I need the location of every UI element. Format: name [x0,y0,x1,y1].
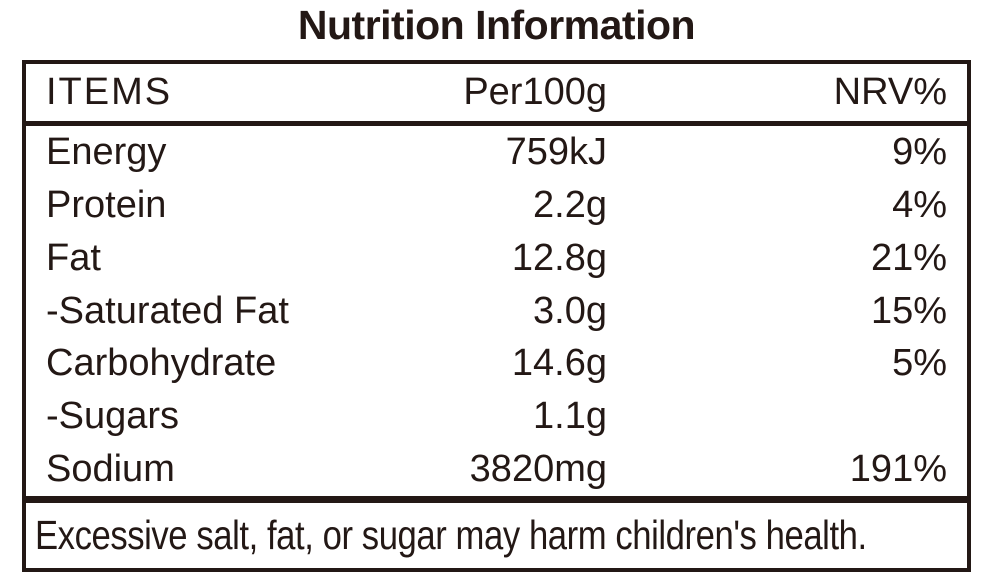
per100g-cell: 1.1g [533,395,607,438]
table-row-energy: Energy 759kJ 9% [26,126,967,179]
item-cell: Protein [46,183,167,226]
table-row-sodium: Sodium 3820mg 191% [26,443,967,496]
footer-warning-text: Excessive salt, fat, or sugar may harm c… [35,512,867,558]
table-body: Energy 759kJ 9% Protein 2.2g 4% Fat 12.8… [26,126,967,496]
table-row-protein: Protein 2.2g 4% [26,179,967,232]
nrv-cell: 5% [892,342,947,385]
item-cell: -Sugars [46,395,180,438]
nrv-cell: 4% [892,183,947,226]
table-row-fat: Fat 12.8g 21% [26,232,967,285]
nrv-cell: 15% [870,289,947,332]
nrv-cell: 191% [849,448,947,491]
per100g-cell: 3.0g [533,289,607,332]
item-cell: Carbohydrate [46,342,277,385]
item-cell: Energy [46,130,167,173]
item-cell: -Saturated Fat [46,289,289,332]
header-nrv: NRV% [833,71,947,113]
table-row-sugars: -Sugars 1.1g [26,390,967,443]
per100g-cell: 3820mg [469,448,607,491]
header-items: ITEMS [46,71,173,113]
per100g-cell: 2.2g [533,183,607,226]
per100g-cell: 12.8g [511,236,607,279]
nutrition-table: ITEMS Per100g NRV% Energy 759kJ 9% Prote… [22,60,971,572]
item-cell: Sodium [46,448,175,491]
table-row-saturated-fat: -Saturated Fat 3.0g 15% [26,285,967,338]
nrv-cell: 21% [870,236,947,279]
per100g-cell: 759kJ [505,130,607,173]
item-cell: Fat [46,236,101,279]
page-title: Nutrition Information [297,2,696,48]
footer-warning-section: Excessive salt, fat, or sugar may harm c… [26,496,967,568]
table-row-carbohydrate: Carbohydrate 14.6g 5% [26,337,967,390]
header-per100g: Per100g [463,71,607,113]
per100g-cell: 14.6g [511,342,607,385]
table-header-row: ITEMS Per100g NRV% [26,64,967,126]
nrv-cell: 9% [892,130,947,173]
